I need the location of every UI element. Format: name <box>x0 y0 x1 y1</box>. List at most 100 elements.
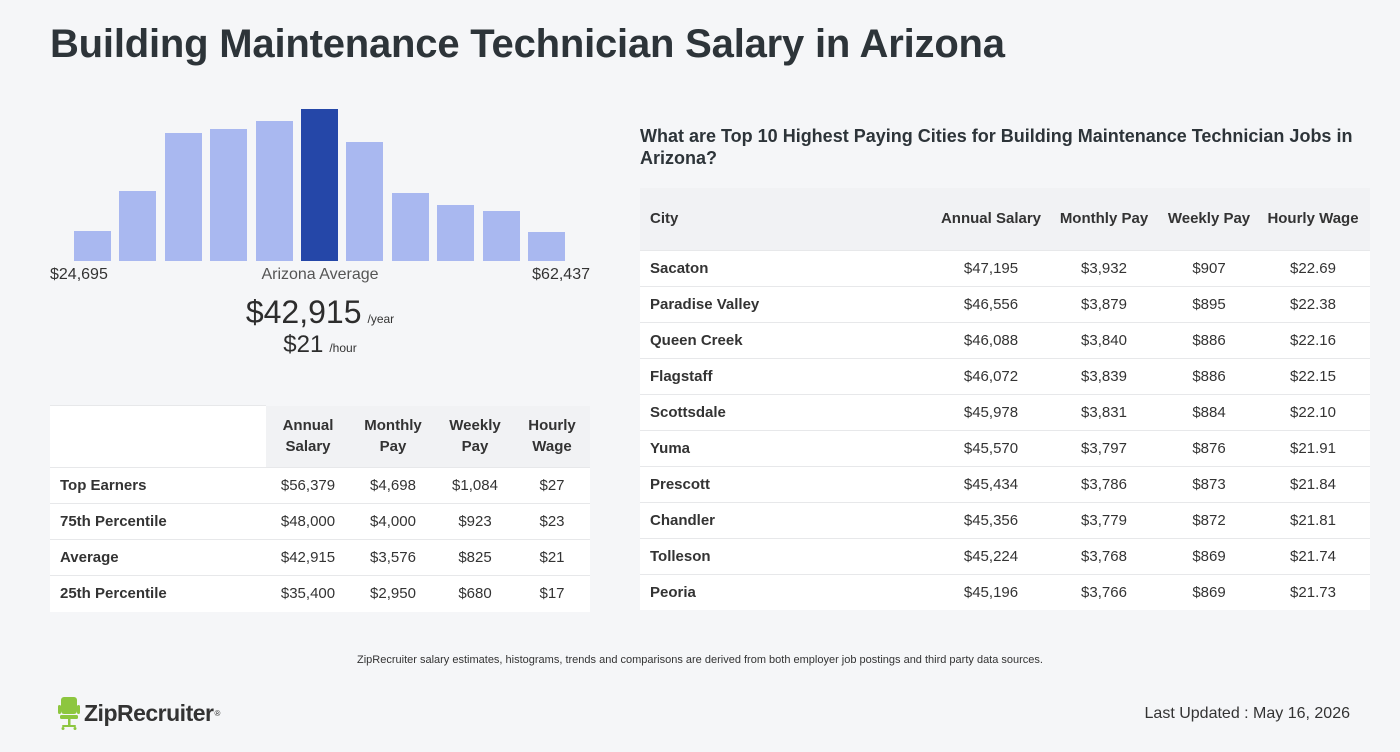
city-cell: $873 <box>1192 475 1226 493</box>
histogram-center-label: Arizona Average <box>261 266 379 283</box>
percentile-cell: $923 <box>458 513 492 530</box>
histogram-max-label: $62,437 <box>532 266 590 283</box>
city-cell: $3,879 <box>1081 295 1127 313</box>
percentile-cell: $17 <box>539 585 565 603</box>
city-row: Chandler $45,356 $3,779 $872 $21.81 <box>640 502 1370 538</box>
city-cell: $895 <box>1192 295 1226 313</box>
percentile-header-weekly: Weekly Pay <box>436 405 514 468</box>
percentile-row-label: Top Earners <box>60 477 147 494</box>
city-cell: $46,072 <box>963 367 1019 385</box>
percentile-cell: $56,379 <box>280 477 336 494</box>
percentile-row: Top Earners $56,379 $4,698 $1,084 $27 <box>50 467 590 504</box>
city-cell: $45,224 <box>963 547 1019 565</box>
average-hourly-unit: /hour <box>329 341 357 355</box>
city-row: Tolleson $45,224 $3,768 $869 $21.74 <box>640 538 1370 574</box>
percentile-row: 75th Percentile $48,000 $4,000 $923 $23 <box>50 503 590 540</box>
city-name: Queen Creek <box>650 331 743 349</box>
city-row: Yuma $45,570 $3,797 $876 $21.91 <box>640 430 1370 466</box>
percentile-row: Average $42,915 $3,576 $825 $21 <box>50 539 590 576</box>
ziprecruiter-chair-icon <box>58 697 80 730</box>
percentile-header-monthly: Monthly Pay <box>350 405 436 468</box>
city-cell: $21.81 <box>1290 511 1336 529</box>
percentile-cell: $1,084 <box>452 477 498 494</box>
city-row: Flagstaff $46,072 $3,839 $886 $22.15 <box>640 358 1370 394</box>
salary-histogram <box>50 95 590 261</box>
percentile-row-label: Average <box>60 549 119 566</box>
percentile-cell: $48,000 <box>280 513 336 530</box>
city-cell: $3,932 <box>1081 259 1127 277</box>
city-cell: $886 <box>1192 367 1226 385</box>
histogram-bar <box>301 109 338 261</box>
city-name: Sacaton <box>650 259 709 277</box>
page-title: Building Maintenance Technician Salary i… <box>50 22 1005 66</box>
percentile-table: Annual Salary Monthly Pay Weekly Pay Hou… <box>50 405 590 612</box>
cities-header-weekly: Weekly Pay <box>1167 210 1251 228</box>
city-cell: $3,840 <box>1081 331 1127 349</box>
city-cell: $3,786 <box>1081 475 1127 493</box>
city-cell: $3,831 <box>1081 403 1127 421</box>
city-cell: $47,195 <box>963 259 1019 277</box>
city-cell: $876 <box>1192 439 1226 457</box>
city-cell: $872 <box>1192 511 1226 529</box>
cities-header-monthly: Monthly Pay <box>1059 210 1149 228</box>
percentile-cell: $3,576 <box>370 549 416 566</box>
city-name: Flagstaff <box>650 367 713 385</box>
percentile-header-blank <box>50 405 266 468</box>
percentile-cell: $680 <box>458 585 492 603</box>
city-row: Paradise Valley $46,556 $3,879 $895 $22.38 <box>640 286 1370 322</box>
city-cell: $3,839 <box>1081 367 1127 385</box>
city-name: Prescott <box>650 475 711 493</box>
city-cell: $3,797 <box>1081 439 1127 457</box>
percentile-table-header: Annual Salary Monthly Pay Weekly Pay Hou… <box>50 405 590 468</box>
percentile-cell: $4,698 <box>370 477 416 494</box>
city-row: Queen Creek $46,088 $3,840 $886 $22.16 <box>640 322 1370 358</box>
histogram-bar <box>391 193 429 261</box>
logo-trademark: ® <box>214 708 221 718</box>
city-cell: $21.73 <box>1290 583 1336 601</box>
city-cell: $907 <box>1192 259 1226 277</box>
ziprecruiter-logo[interactable]: ZipRecruiter ® <box>58 695 220 731</box>
city-name: Peoria <box>650 583 696 601</box>
city-cell: $22.16 <box>1290 331 1336 349</box>
cities-header-city: City <box>650 210 679 228</box>
city-cell: $45,978 <box>963 403 1019 421</box>
city-cell: $45,570 <box>963 439 1019 457</box>
histogram-bar <box>164 133 202 261</box>
city-cell: $21.91 <box>1290 439 1336 457</box>
city-cell: $22.38 <box>1290 295 1336 313</box>
histogram-bar <box>119 191 157 261</box>
percentile-cell: $21 <box>539 549 565 566</box>
histogram-bar <box>74 231 111 261</box>
histogram-bar <box>528 232 565 261</box>
city-cell: $45,196 <box>963 583 1019 601</box>
cities-table: City Annual Salary Monthly Pay Weekly Pa… <box>640 188 1370 610</box>
cities-table-header: City Annual Salary Monthly Pay Weekly Pa… <box>640 188 1370 250</box>
average-yearly: $42,915/year <box>50 294 590 331</box>
average-hourly: $21/hour <box>50 331 590 359</box>
average-hourly-value: $21 <box>283 331 324 358</box>
city-cell: $45,434 <box>963 475 1019 493</box>
histogram-bar <box>255 121 293 261</box>
city-cell: $3,768 <box>1081 547 1127 565</box>
percentile-cell: $35,400 <box>280 585 336 603</box>
cities-header-hourly: Hourly Wage <box>1267 210 1359 228</box>
percentile-header-hourly: Hourly Wage <box>514 405 590 468</box>
percentile-cell: $23 <box>539 513 565 530</box>
percentile-row-label: 25th Percentile <box>60 585 167 603</box>
city-row: Peoria $45,196 $3,766 $869 $21.73 <box>640 574 1370 610</box>
cities-header-annual: Annual Salary <box>940 210 1042 228</box>
histogram-bar <box>210 129 248 261</box>
histogram-bar <box>482 211 520 261</box>
percentile-header-annual: Annual Salary <box>266 405 350 468</box>
percentile-cell: $42,915 <box>280 549 336 566</box>
percentile-row: 25th Percentile $35,400 $2,950 $680 $17 <box>50 575 590 612</box>
city-cell: $884 <box>1192 403 1226 421</box>
city-row: Prescott $45,434 $3,786 $873 $21.84 <box>640 466 1370 502</box>
city-name: Scottsdale <box>650 403 726 421</box>
city-name: Chandler <box>650 511 716 529</box>
city-name: Paradise Valley <box>650 295 760 313</box>
histogram-bar <box>437 205 475 261</box>
city-cell: $886 <box>1192 331 1226 349</box>
city-name: Yuma <box>650 439 691 457</box>
cities-heading: What are Top 10 Highest Paying Cities fo… <box>640 126 1353 168</box>
